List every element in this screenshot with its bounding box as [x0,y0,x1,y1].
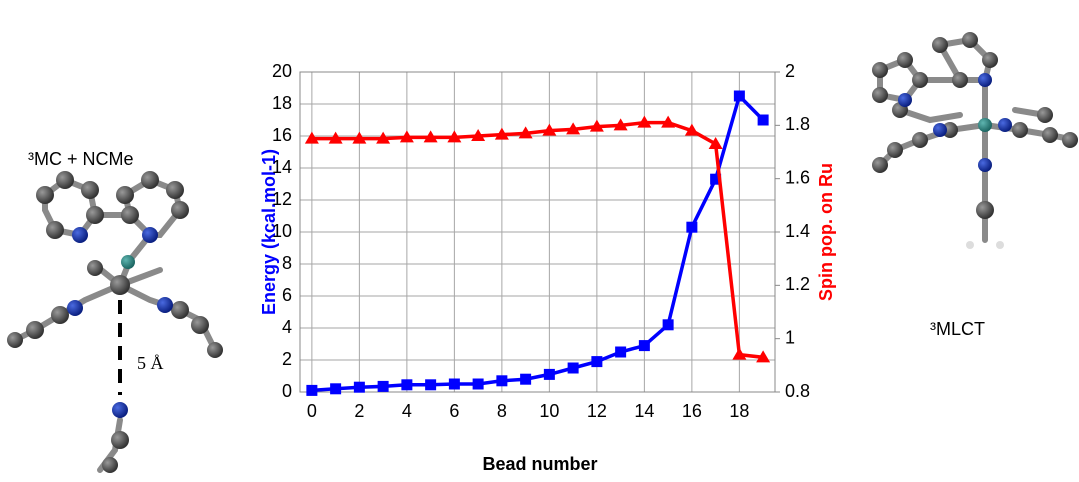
y2-tick-label: 1 [785,327,795,347]
marker [401,379,412,390]
y2-tick-label: 2 [785,61,795,81]
marker [568,363,579,374]
state-label: ³MC + NCMe [28,149,134,169]
x-tick-label: 0 [307,401,317,421]
marker [425,379,436,390]
x-tick-label: 16 [682,401,702,421]
marker [378,381,389,392]
y-tick-label: 14 [272,157,292,177]
y2-axis-title: Spin pop. on Ru [816,163,836,301]
marker [544,369,555,380]
y-tick-label: 18 [272,93,292,113]
marker [473,379,484,390]
x-tick-label: 10 [539,401,559,421]
y-tick-label: 0 [282,381,292,401]
marker [663,319,674,330]
y-tick-label: 4 [282,317,292,337]
marker [639,340,650,351]
y2-tick-label: 1.4 [785,221,810,241]
y-tick-label: 6 [282,285,292,305]
state-label: ³MLCT [930,319,985,339]
figure: ³MC + NCMe 5 Å ³MLCT Bead number Energy … [0,0,1079,482]
x-tick-label: 2 [354,401,364,421]
y-tick-label: 2 [282,349,292,369]
marker [330,383,341,394]
x-tick-label: 4 [402,401,412,421]
y-tick-label: 20 [272,61,292,81]
marker [520,374,531,385]
distance-label: 5 Å [137,353,164,373]
marker [591,356,602,367]
series-line [312,123,763,358]
x-tick-label: 6 [449,401,459,421]
marker [306,385,317,396]
y2-tick-label: 1.6 [785,167,810,187]
marker [496,375,507,386]
marker [354,382,365,393]
x-tick-label: 8 [497,401,507,421]
y-tick-label: 10 [272,221,292,241]
marker [734,91,745,102]
y2-tick-label: 1.8 [785,114,810,134]
y-tick-label: 16 [272,125,292,145]
molecule-right [872,32,1078,249]
x-tick-label: 14 [634,401,654,421]
marker [686,222,697,233]
marker [758,115,769,126]
marker [449,379,460,390]
y2-tick-label: 0.8 [785,381,810,401]
marker [615,347,626,358]
x-tick-label: 12 [587,401,607,421]
y-tick-label: 12 [272,189,292,209]
x-axis-title: Bead number [482,454,597,474]
x-tick-label: 18 [729,401,749,421]
y-tick-label: 8 [282,253,292,273]
y2-tick-label: 1.2 [785,274,810,294]
molecule-left [7,171,223,473]
